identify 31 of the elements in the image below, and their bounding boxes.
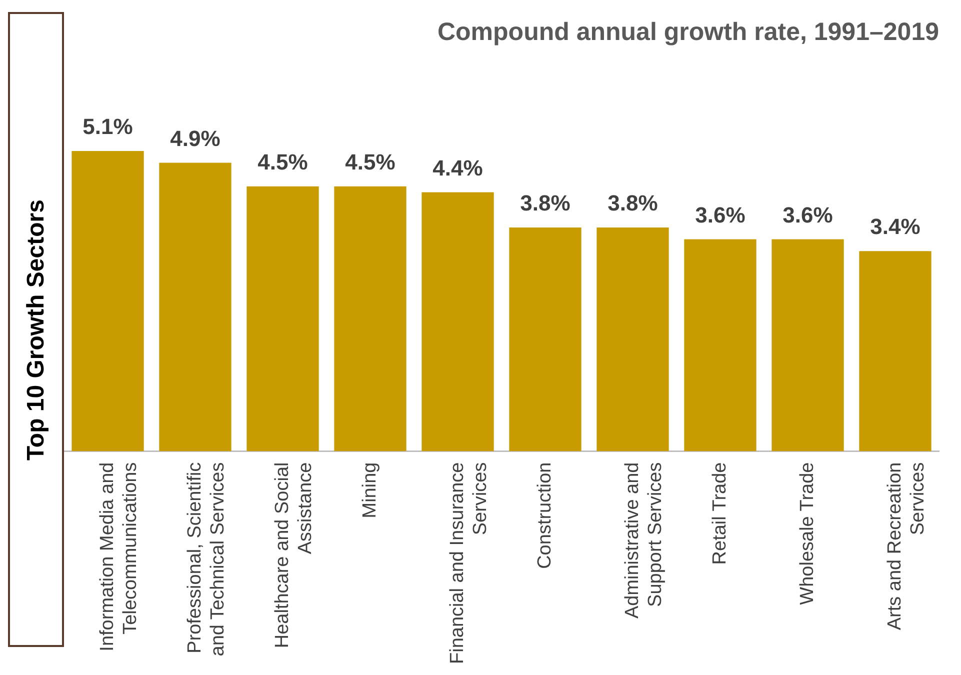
x-tick-label: Mining: [359, 462, 380, 518]
y-axis-title: Top 10 Growth Sectors: [22, 199, 50, 460]
data-label: 4.9%: [170, 126, 220, 151]
bar: [159, 162, 232, 452]
data-label: 3.4%: [870, 214, 920, 240]
x-tick-label: Financial and Insurance Services: [446, 462, 491, 664]
data-label: 4.5%: [345, 149, 396, 174]
bar: [596, 228, 669, 452]
data-label: 3.6%: [695, 202, 746, 228]
bar: [334, 186, 406, 452]
bar: [859, 251, 932, 452]
bar: [509, 228, 582, 452]
bar: [246, 186, 319, 452]
data-label: 4.5%: [258, 149, 308, 174]
x-tick-label: Retail Trade: [709, 462, 730, 565]
data-label: 3.8%: [520, 190, 570, 216]
bar: [684, 239, 756, 452]
x-tick-label: Wholesale Trade: [796, 462, 818, 605]
data-label: 3.6%: [782, 202, 833, 228]
data-label: 5.1%: [82, 114, 133, 140]
x-tick-label: Administrative and Support Services: [622, 462, 666, 619]
chart-title: Compound annual growth rate, 1991–2019: [437, 18, 939, 46]
bar: [72, 150, 144, 452]
data-label: 4.4%: [432, 155, 483, 180]
data-label: 3.8%: [608, 190, 658, 216]
x-tick-label: Professional, Scientific and Technical Services: [184, 462, 228, 656]
bar: [422, 192, 494, 452]
x-tick-label: Construction: [534, 462, 556, 569]
x-tick-label: Information Media and Telecommunications: [96, 462, 141, 652]
x-tick-label: Arts and Recreation Services: [884, 462, 928, 630]
bar: [772, 239, 844, 452]
